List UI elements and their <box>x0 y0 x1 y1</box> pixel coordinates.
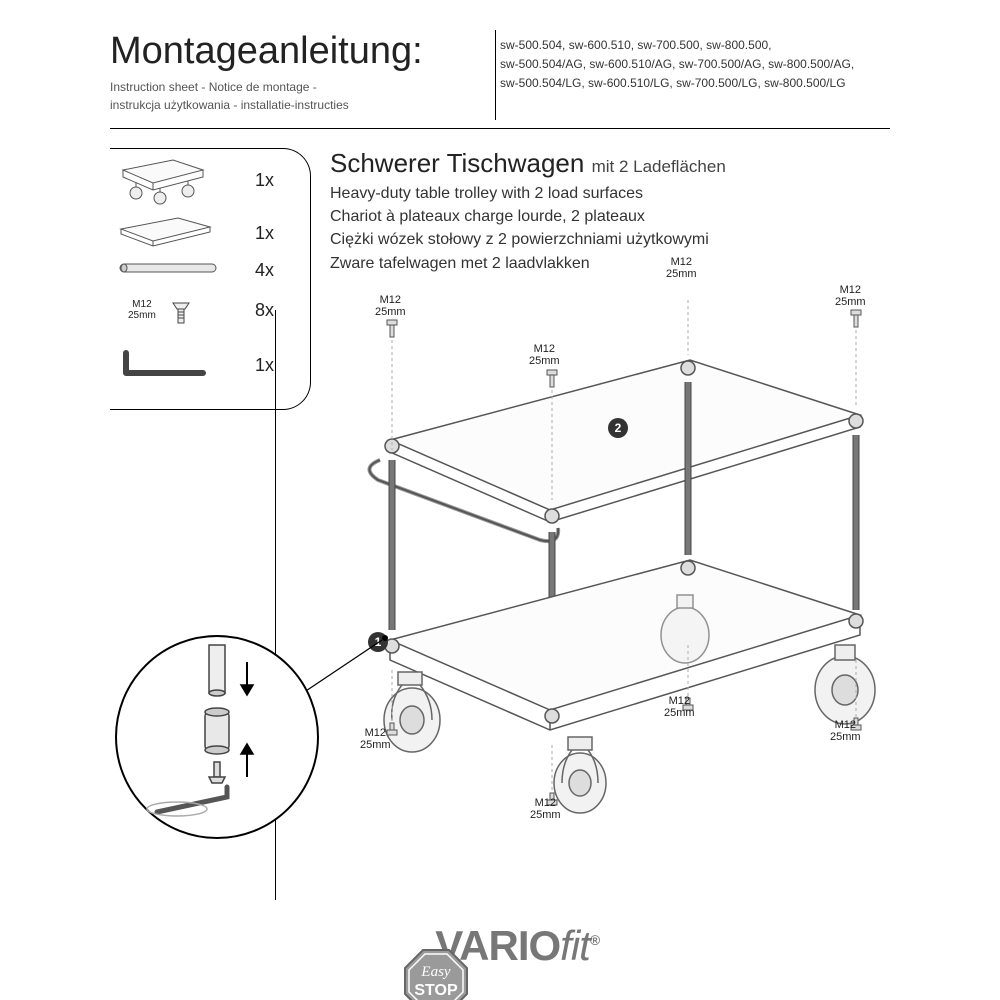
svg-text:STOP: STOP <box>414 982 458 999</box>
logo-text-fit: fit <box>560 922 590 969</box>
screw-label-brf: M1225mm <box>830 720 861 743</box>
product-translations: Heavy-duty table trolley with 2 load sur… <box>330 182 709 275</box>
bolt-size-2: 25mm <box>128 311 156 322</box>
instruction-sheet: Montageanleitung: Instruction sheet - No… <box>0 0 1000 1000</box>
step-2-marker: 2 <box>608 418 628 438</box>
screw-label-trf: M1225mm <box>835 285 866 308</box>
translation-en: Heavy-duty table trolley with 2 load sur… <box>330 182 709 205</box>
part-shelf-qty: 1x <box>255 223 274 244</box>
product-heading: Schwerer Tischwagen mit 2 Ladeflächen <box>330 148 726 179</box>
part-tube-icon <box>118 260 218 276</box>
translation-nl: Zware tafelwagen met 2 laadvlakken <box>330 252 709 275</box>
product-codes: sw-500.504, sw-600.510, sw-700.500, sw-8… <box>500 36 920 94</box>
header-divider <box>495 30 496 120</box>
product-name-sub: mit 2 Ladeflächen <box>592 157 726 176</box>
header-rule <box>110 128 890 129</box>
part-tube-qty: 4x <box>255 260 274 281</box>
translation-pl: Ciężki wózek stołowy z 2 powierzchniami … <box>330 228 709 251</box>
screw-label-tr: M1225mm <box>666 257 697 280</box>
assembly-detail-circle <box>115 635 319 839</box>
part-key-icon <box>118 345 208 383</box>
footer: Easy STOP VARIOfit® <box>0 922 1000 970</box>
assembly-detail-icon <box>117 637 317 837</box>
page-title: Montageanleitung: <box>110 30 423 73</box>
screw-label-blf: M1225mm <box>530 798 561 821</box>
screw-label-tl: M1225mm <box>375 295 406 318</box>
part-shelf-icon <box>118 215 213 247</box>
part-bolt-qty: 8x <box>255 300 274 321</box>
registered-mark: ® <box>590 932 599 948</box>
part-key-qty: 1x <box>255 355 274 376</box>
part-base-qty: 1x <box>255 170 274 191</box>
screw-label-br: M1225mm <box>664 696 695 719</box>
stop-sign-icon: Easy STOP <box>401 946 471 1000</box>
screw-label-tlf: M1225mm <box>529 344 560 367</box>
part-base-icon <box>118 155 208 205</box>
bolt-size-1: M12 <box>128 300 156 311</box>
page-subtitle: Instruction sheet - Notice de montage - … <box>110 78 470 114</box>
part-bolt-label: M12 25mm <box>128 300 156 321</box>
svg-text:Easy: Easy <box>420 964 451 980</box>
part-bolt-icon <box>165 295 197 327</box>
translation-fr: Chariot à plateaux charge lourde, 2 plat… <box>330 205 709 228</box>
product-name-main: Schwerer Tischwagen <box>330 148 584 178</box>
